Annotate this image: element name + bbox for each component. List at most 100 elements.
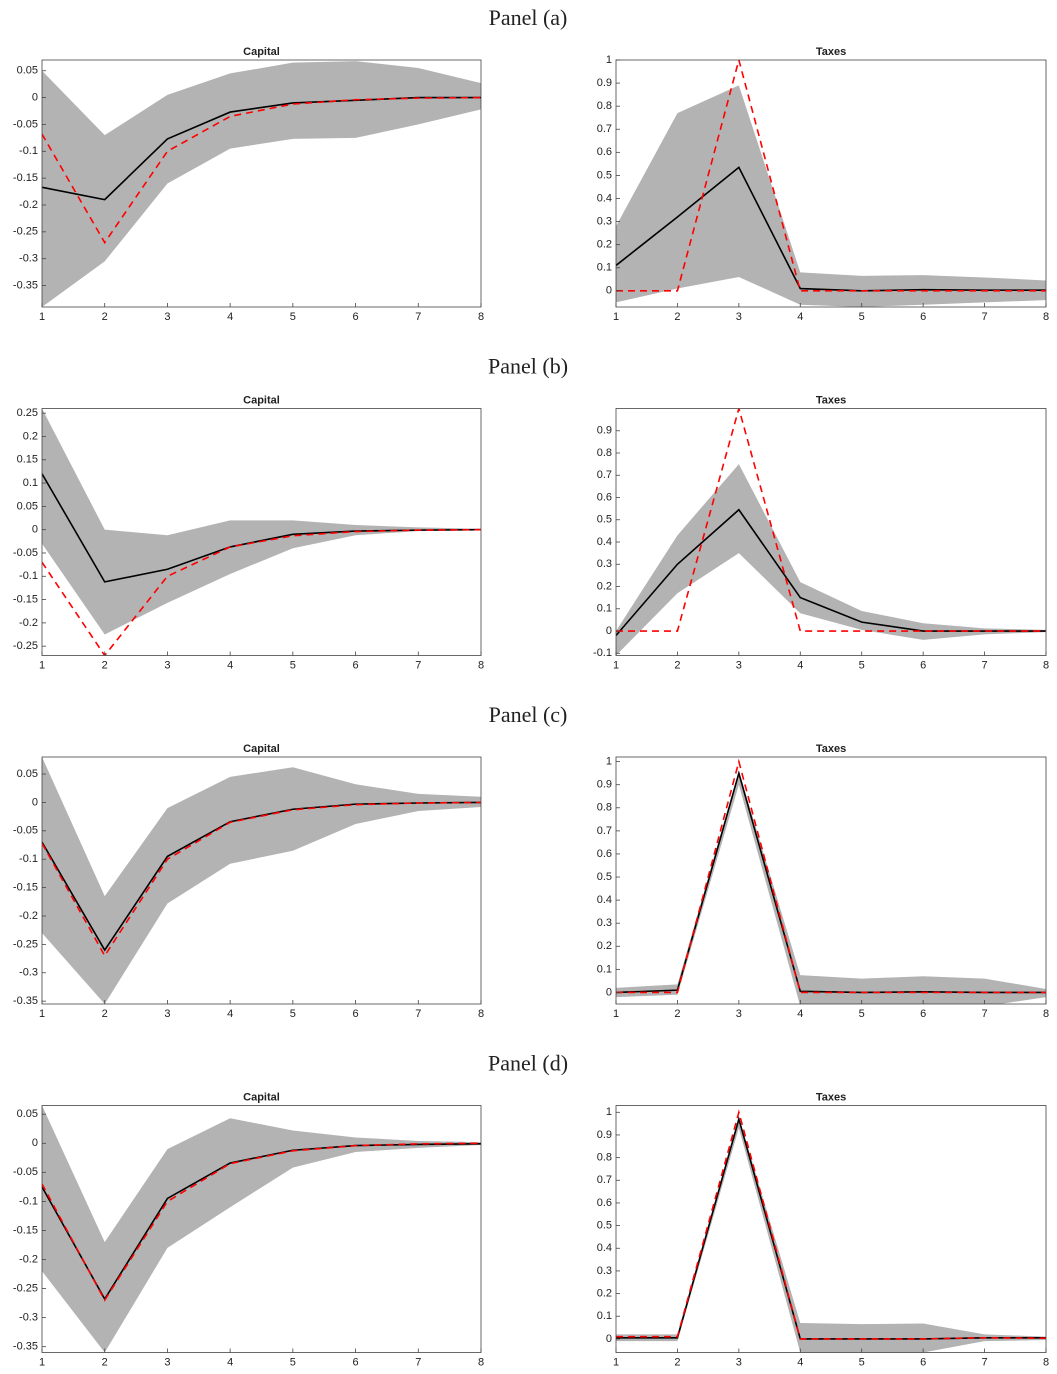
confidence-band <box>616 1116 1046 1353</box>
x-tick-label: 4 <box>227 1356 233 1368</box>
plot-area <box>42 61 481 307</box>
y-tick-label: 0 <box>606 986 612 998</box>
panel-title: Panel (b) <box>488 354 568 379</box>
y-tick-label: 0.15 <box>17 454 38 466</box>
chart-title: Taxes <box>816 743 846 755</box>
x-tick-label: 8 <box>1043 1008 1049 1020</box>
y-tick-label: -0.25 <box>13 226 38 238</box>
x-tick-label: 4 <box>227 311 233 323</box>
axes-box <box>41 408 482 656</box>
y-tick-label: -0.05 <box>13 825 38 837</box>
y-tick-label: 0.1 <box>597 963 612 975</box>
x-tick-label: 7 <box>415 1008 421 1020</box>
x-tick-label: 3 <box>736 1356 742 1368</box>
y-tick-label: 0.2 <box>597 580 612 592</box>
x-tick-label: 3 <box>736 1008 742 1020</box>
y-tick-label: 0.8 <box>597 1152 612 1164</box>
x-tick-label: 8 <box>478 659 484 671</box>
x-tick-label: 4 <box>797 311 803 323</box>
x-tick-label: 5 <box>290 1356 296 1368</box>
x-tick-label: 5 <box>290 1008 296 1020</box>
series-line <box>42 96 481 245</box>
y-tick-label: 1 <box>606 54 612 66</box>
x-tick-label: 7 <box>982 1356 988 1368</box>
axes-box <box>615 756 1047 1005</box>
series-line <box>616 1109 1046 1340</box>
x-tick-label: 8 <box>478 311 484 323</box>
y-tick-label: 0.2 <box>597 1287 612 1299</box>
panel-title: Panel (a) <box>489 5 568 30</box>
x-tick-label: 3 <box>736 659 742 671</box>
y-tick-label: 0.8 <box>597 100 612 112</box>
x-tick-label: 1 <box>613 1008 619 1020</box>
y-tick-label: 0 <box>32 91 38 103</box>
y-tick-label: 0.5 <box>597 871 612 883</box>
x-tick-label: 3 <box>736 311 742 323</box>
x-tick-label: 2 <box>674 659 680 671</box>
panel-title: Panel (d) <box>488 1051 568 1076</box>
y-tick-label: 0.1 <box>597 603 612 615</box>
y-tick-label: 0.05 <box>17 768 38 780</box>
chart-title: Capital <box>243 46 280 58</box>
y-tick-label: 0 <box>606 1333 612 1345</box>
axes-box <box>41 1105 482 1353</box>
y-tick-label: 0 <box>606 285 612 297</box>
y-tick-label: 0.4 <box>597 536 612 548</box>
y-tick-label: 0.3 <box>597 215 612 227</box>
x-tick-label: 6 <box>353 659 359 671</box>
y-tick-label: -0.1 <box>19 570 38 582</box>
x-tick-label: 1 <box>39 1008 45 1020</box>
plot: -0.25 -0.2 -0.15 -0.1 -0.05 0 0.05 0.1 0.15 0.2 0.… <box>13 394 484 671</box>
x-tick-label: 7 <box>982 1008 988 1020</box>
x-tick-label: 4 <box>227 659 233 671</box>
y-tick-label: 0.9 <box>597 77 612 89</box>
y-tick-label: -0.35 <box>13 995 38 1007</box>
x-tick-label: 2 <box>674 311 680 323</box>
y-tick-label: 0.7 <box>597 469 612 481</box>
x-tick-label: 8 <box>1043 1356 1049 1368</box>
chart-title: Capital <box>243 743 280 755</box>
y-tick-label: 0.8 <box>597 802 612 814</box>
y-tick-label: 0.05 <box>17 500 38 512</box>
y-tick-label: 0.05 <box>17 65 38 77</box>
y-tick-label: 0.1 <box>597 262 612 274</box>
y-tick-label: 0.7 <box>597 1174 612 1186</box>
x-tick-label: 2 <box>102 659 108 671</box>
y-tick-label: -0.2 <box>19 199 38 211</box>
series-line <box>616 408 1046 632</box>
y-tick-label: 0.8 <box>597 447 612 459</box>
x-tick-label: 1 <box>613 659 619 671</box>
y-tick-label: -0.2 <box>19 910 38 922</box>
series-line <box>42 801 481 958</box>
confidence-band <box>42 757 481 1004</box>
y-tick-label: -0.3 <box>19 253 38 265</box>
y-tick-label: -0.1 <box>19 145 38 157</box>
y-tick-label: -0.05 <box>13 1166 38 1178</box>
plot-area <box>42 1105 481 1353</box>
y-tick-label: 0.3 <box>597 917 612 929</box>
y-tick-label: 0.6 <box>597 491 612 503</box>
confidence-band <box>616 770 1046 1004</box>
x-tick-label: 4 <box>227 1008 233 1020</box>
x-tick-label: 6 <box>920 659 926 671</box>
x-tick-label: 8 <box>1043 659 1049 671</box>
panel-title: Panel (c) <box>489 702 568 727</box>
plot: -0.35 -0.3 -0.25 -0.2 -0.15 -0.1 -0.05 0 0.05 1 2 3… <box>13 743 484 1020</box>
x-tick-label: 5 <box>290 659 296 671</box>
x-tick-label: 8 <box>478 1356 484 1368</box>
x-tick-label: 6 <box>920 1356 926 1368</box>
series-line <box>616 60 1046 292</box>
x-tick-label: 6 <box>353 1356 359 1368</box>
plot: 0 0.1 0.2 0.3 0.4 0.5 0.6 0.7 0.8 0.9 1 1 2 3 4 5 6 7 8 Tax… <box>597 1091 1049 1368</box>
y-tick-label: 0.4 <box>597 894 612 906</box>
y-tick-label: 0.5 <box>597 1220 612 1232</box>
axes-box <box>615 59 1047 308</box>
x-tick-label: 5 <box>859 1356 865 1368</box>
y-tick-label: -0.25 <box>13 640 38 652</box>
y-tick-label: 0.2 <box>597 239 612 251</box>
confidence-band <box>616 464 1046 656</box>
y-tick-label: 0.3 <box>597 558 612 570</box>
y-tick-label: 0.25 <box>17 407 38 419</box>
chart-title: Capital <box>243 394 280 406</box>
y-tick-label: 0.5 <box>597 169 612 181</box>
